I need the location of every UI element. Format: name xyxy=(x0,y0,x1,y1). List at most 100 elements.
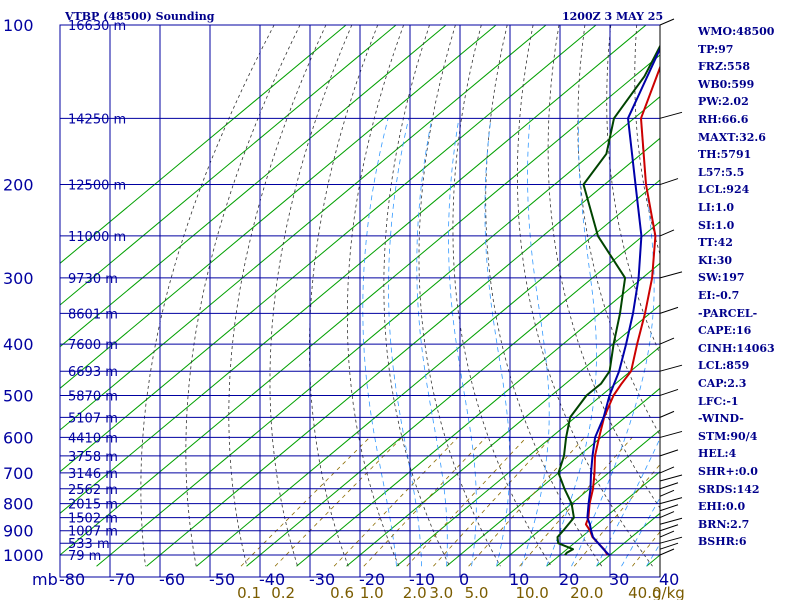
temperature-tick-label: -80 xyxy=(59,570,85,589)
temperature-tick-label: -60 xyxy=(159,570,185,589)
mixing-ratio-line xyxy=(240,437,370,567)
pressure-tick-label: 100 xyxy=(3,16,34,35)
temperature-tick-label: -40 xyxy=(259,570,285,589)
isotherm-lines xyxy=(60,25,660,567)
height-label: 14250 m xyxy=(68,112,126,127)
mixing-ratio-line xyxy=(573,464,660,567)
mixing-ratio-label: 20.0 xyxy=(570,584,603,600)
height-label: 1502 m xyxy=(68,512,118,527)
index-item: CAPE:16 xyxy=(698,324,752,338)
sounding-profiles xyxy=(556,44,660,556)
index-item: PW:2.02 xyxy=(698,95,749,109)
index-item: LCL:924 xyxy=(698,183,750,197)
index-item: TP:97 xyxy=(698,42,734,56)
index-item: EI:-0.7 xyxy=(698,289,740,302)
wind-barb xyxy=(659,474,683,482)
wind-barb xyxy=(659,364,683,372)
index-item: L57:5.5 xyxy=(698,165,745,179)
dry-adiabat-line xyxy=(140,25,275,567)
wind-barb xyxy=(659,306,679,314)
index-item: SW:197 xyxy=(698,271,745,285)
isotherm-line xyxy=(296,262,660,567)
isotherm-line xyxy=(96,96,660,567)
wind-barb xyxy=(659,449,679,457)
height-label: 7600 m xyxy=(68,338,118,353)
height-label: 6693 m xyxy=(68,365,118,380)
index-item: SHR+:0.0 xyxy=(698,465,758,478)
isotherm-line xyxy=(146,137,660,567)
index-item: BSHR:6 xyxy=(698,535,747,549)
index-item: CAP:2.3 xyxy=(698,377,747,390)
isotherm-line xyxy=(60,54,660,556)
dry-adiabat-line xyxy=(766,25,800,566)
isotherm-line xyxy=(60,25,447,348)
index-item: SRDS:142 xyxy=(698,482,760,496)
dry-adiabat-line xyxy=(517,25,653,567)
wind-barb xyxy=(659,178,679,186)
isotherm-line xyxy=(60,25,547,431)
mixing-ratio-label: 0.1 xyxy=(237,584,261,600)
pressure-tick-label: 300 xyxy=(3,269,34,288)
mixing-ratio-lines xyxy=(240,437,660,567)
index-item: LI:1.0 xyxy=(698,201,735,214)
dry-adiabat-lines xyxy=(140,25,800,567)
moist-adiabat-line xyxy=(362,118,397,567)
height-label: 1007 m xyxy=(68,525,118,540)
height-label: 16630 m xyxy=(68,19,126,34)
dewpoint-profile-line xyxy=(556,44,660,556)
dry-adiabat-line xyxy=(383,25,451,567)
moist-adiabat-line xyxy=(388,118,422,567)
isotherm-line xyxy=(60,25,497,389)
isotherm-line xyxy=(196,179,660,567)
wind-barb xyxy=(659,530,675,538)
index-item: -PARCEL- xyxy=(698,306,758,320)
height-label: 12500 m xyxy=(68,179,126,194)
dry-adiabat-line xyxy=(577,25,660,436)
pressure-tick-label: 700 xyxy=(3,464,34,483)
wind-barb xyxy=(659,466,675,474)
dry-adiabat-line xyxy=(346,25,404,567)
height-label: 5107 m xyxy=(68,411,118,426)
wind-barb xyxy=(659,511,675,519)
temperature-tick-label: 20 xyxy=(559,570,579,589)
isotherm-line xyxy=(246,221,660,567)
moist-adiabat-line xyxy=(484,118,511,567)
height-label: 2562 m xyxy=(68,483,118,498)
mixing-ratio-label: 3.0 xyxy=(429,584,453,600)
temperature-profile-line xyxy=(584,64,660,556)
isotherm-line xyxy=(60,25,597,473)
isotherm-line xyxy=(60,25,397,306)
index-item: TH:5791 xyxy=(698,148,752,162)
index-item: -WIND- xyxy=(698,412,744,426)
height-label: 9730 m xyxy=(68,272,118,287)
isotherm-line xyxy=(60,25,647,514)
isotherm-line xyxy=(546,471,660,567)
height-label: 3146 m xyxy=(68,467,118,482)
moist-adiabat-line xyxy=(416,118,448,567)
isotherm-line xyxy=(346,304,660,567)
mixing-ratio-label: 1.0 xyxy=(360,584,384,600)
isotherm-line xyxy=(446,387,660,567)
index-item: MAXT:32.6 xyxy=(698,130,766,144)
index-item: RH:66.6 xyxy=(698,113,749,126)
index-item: HEL:4 xyxy=(698,447,737,461)
isobar-lines xyxy=(59,24,661,578)
index-item: STM:90/4 xyxy=(698,429,758,443)
pressure-tick-label: 200 xyxy=(3,176,34,195)
wind-barb-column xyxy=(659,18,683,577)
index-item: EHI:0.0 xyxy=(698,500,746,514)
mixing-ratio-label: 2.0 xyxy=(403,584,427,600)
pressure-tick-label: 800 xyxy=(3,495,34,514)
parcel-profile-line xyxy=(586,46,660,556)
chart-datetime: 1200Z 3 MAY 25 xyxy=(562,10,664,23)
dry-adiabat-line xyxy=(485,25,603,567)
wind-barb xyxy=(659,548,675,556)
height-label: 5870 m xyxy=(68,389,118,404)
temperature-tick-label: -10 xyxy=(409,570,435,589)
dry-adiabat-line xyxy=(452,25,552,567)
wind-barb xyxy=(659,536,683,544)
height-label: 11000 m xyxy=(68,230,126,245)
wind-barb xyxy=(659,111,683,119)
